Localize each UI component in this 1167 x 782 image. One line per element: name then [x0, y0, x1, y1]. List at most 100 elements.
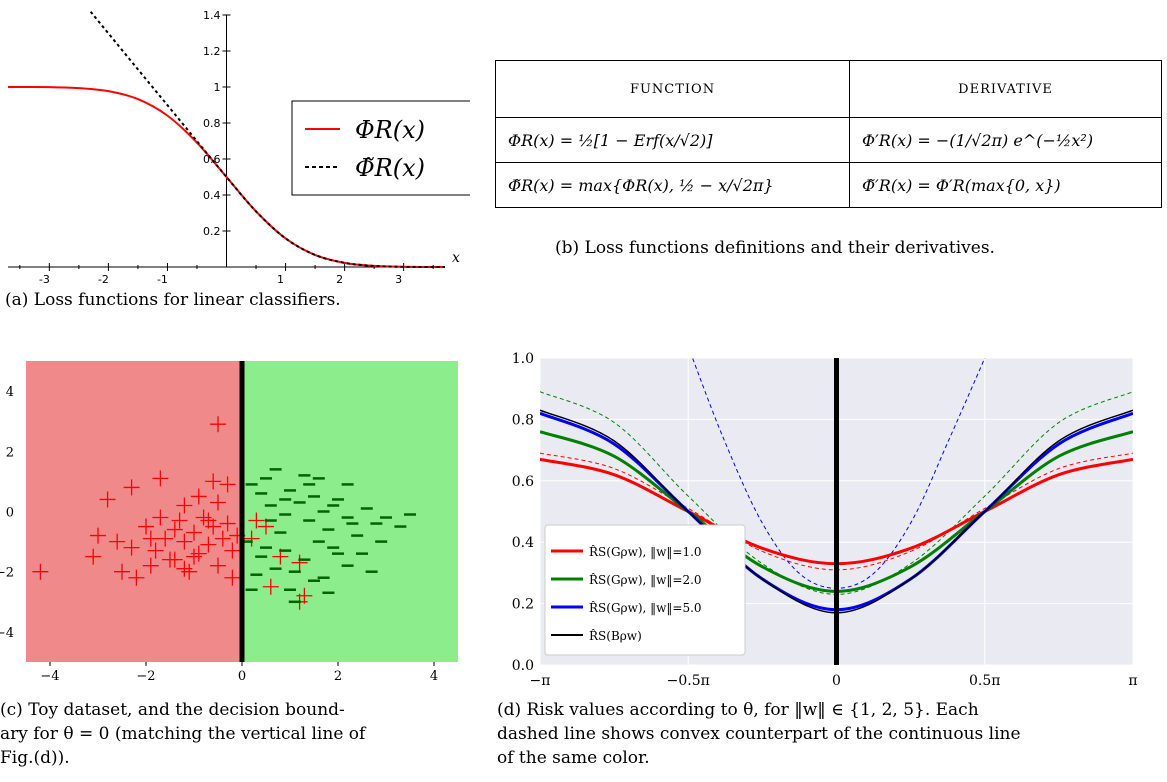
plus-point [152, 509, 169, 526]
cell-phi-deriv: Φ′R(x) = −(1/√2π) e^(−½x²) [849, 117, 1162, 163]
x-tick-label: −0.5π [667, 673, 710, 689]
plus-point [214, 530, 231, 547]
cell-phi-tilde-def: Φ̃R(x) = max{ΦR(x), ½ − x/√2π} [494, 162, 851, 208]
plus-point [210, 557, 226, 574]
plus-point [200, 536, 217, 553]
plus-point [85, 548, 102, 565]
x-tick-label: -1 [157, 273, 168, 286]
plus-point [32, 563, 49, 580]
legend-bayes: R̂S(Bρw) [589, 628, 642, 643]
cell-phi-def: ΦR(x) = ½[1 − Erf(x/√2)] [494, 117, 851, 163]
panel-c-chart: −4 −2 0 2 4 4 2 0 −2 −4 [0, 361, 458, 684]
legend-phi-tilde: Φ̃R(x) [355, 154, 425, 182]
plus-point [142, 557, 159, 574]
plus-point [186, 524, 202, 541]
panel-d-legend: R̂S(Gρw), ‖w‖=1.0 R̂S(Gρw), ‖w‖=2.0 R̂S(… [544, 524, 746, 656]
legend-w5: R̂S(Gρw), ‖w‖=5.0 [589, 600, 702, 615]
legend-w1: R̂S(Gρw), ‖w‖=1.0 [589, 544, 702, 559]
plus-point [291, 554, 308, 571]
plus-point [176, 560, 193, 577]
plus-point [205, 473, 222, 490]
x-tick-label: π [1128, 673, 1137, 689]
plus-point [90, 527, 106, 544]
panel-d-caption-line: of the same color. [497, 748, 650, 768]
plus-point [147, 542, 164, 559]
plus-point [210, 494, 226, 511]
plus-point [219, 476, 236, 493]
plus-point [157, 530, 174, 547]
panel-a-legend: ΦR(x) Φ̃R(x) [291, 100, 470, 196]
y-tick-label: 0.0 [512, 658, 534, 674]
panel-a-chart: -3 -2 -1 1 2 30.20.40.60.811.21.4 ΦR(x) Φ̃R(x… [7, 9, 470, 286]
panel-c-caption: (c) Toy dataset, and the decision bound-… [0, 698, 365, 770]
x-tick-label: −π [530, 673, 551, 689]
panel-d-chart: −π −0.5π 0 0.5π π 1.0 0.8 0.6 0.4 0.2 0.0 R̂S(Gρw)… [512, 351, 1138, 689]
plus-point [176, 533, 193, 550]
panel-b-caption: (b) Loss functions definitions and their… [555, 238, 995, 258]
panel-c-caption-line: (c) Toy dataset, and the decision bound- [0, 700, 345, 720]
y-tick-label: 0.8 [512, 412, 534, 428]
x-tick-label: −2 [136, 669, 155, 684]
plus-point [176, 497, 193, 514]
region-plus [26, 361, 242, 662]
y-tick-label: 2 [6, 445, 14, 460]
y-tick-label: 0 [6, 506, 14, 521]
plus-point [123, 539, 140, 556]
plus-point [224, 569, 241, 586]
x-tick-label: 2 [334, 669, 342, 684]
plus-point [99, 491, 116, 508]
y-tick-label: 1 [214, 81, 221, 94]
series-line [89, 11, 446, 268]
y-tick-label: 1.2 [203, 45, 221, 58]
x-tick-label: 2 [336, 273, 343, 286]
panel-d-caption-line: dashed line shows convex counterpart of … [497, 724, 1021, 744]
plus-point [152, 470, 169, 487]
y-tick-label: 0.4 [203, 189, 221, 202]
plus-point [171, 512, 188, 529]
x-tick-label: 1 [277, 273, 284, 286]
cell-phi-tilde-deriv: Φ̃′R(x) = Φ′R(max{0, x}) [849, 162, 1162, 208]
y-tick-label: 1.4 [203, 9, 221, 22]
legend-w2: R̂S(Gρw), ‖w‖=2.0 [589, 572, 702, 587]
y-tick-label: −4 [0, 626, 14, 641]
y-tick-label: 0.6 [512, 474, 534, 490]
panel-d-caption: (d) Risk values according to θ, for ‖w‖ … [497, 698, 1021, 770]
y-tick-label: 0.4 [512, 535, 534, 551]
panel-a-caption: (a) Loss functions for linear classifier… [5, 290, 341, 310]
plus-point [200, 512, 217, 529]
panel-c-caption-line: Fig.(d)). [0, 748, 70, 768]
plus-point [166, 551, 183, 568]
header-function: FUNCTION [494, 60, 851, 118]
plus-point [109, 533, 126, 550]
panel-c-caption-line: ary for θ = 0 (matching the vertical lin… [0, 724, 366, 744]
y-tick-label: 0.2 [512, 597, 534, 613]
plus-point [243, 530, 260, 547]
plus-point [142, 530, 159, 547]
x-tick-label: −4 [40, 669, 59, 684]
plus-point [128, 569, 145, 586]
x-tick-label: -3 [39, 273, 50, 286]
x-tick-label: 0 [238, 669, 246, 684]
y-tick-label: −2 [0, 566, 14, 581]
y-tick-label: 1.0 [512, 351, 534, 367]
loss-table: FUNCTION DERIVATIVE ΦR(x) = ½[1 − Erf(x/… [494, 60, 1162, 208]
x-tick-label: 3 [395, 273, 402, 286]
region-minus [242, 361, 458, 662]
y-tick-label: 4 [6, 385, 14, 400]
plus-point [190, 488, 207, 505]
plus-point [186, 548, 202, 565]
x-tick-label: -2 [98, 273, 109, 286]
y-tick-label: 0.2 [203, 225, 221, 238]
header-derivative: DERIVATIVE [849, 60, 1162, 118]
plus-point [210, 416, 226, 433]
panel-d-caption-line: (d) Risk values according to θ, for ‖w‖ … [497, 700, 979, 720]
panel-a-xlabel: x [452, 250, 460, 266]
plus-point [114, 563, 130, 580]
plus-point [296, 587, 313, 604]
plus-point [219, 515, 236, 532]
plus-point [166, 521, 183, 538]
plus-point [123, 479, 140, 496]
plus-point [248, 512, 265, 529]
x-tick-label: 0.5π [969, 673, 1000, 689]
plus-point [138, 518, 154, 535]
